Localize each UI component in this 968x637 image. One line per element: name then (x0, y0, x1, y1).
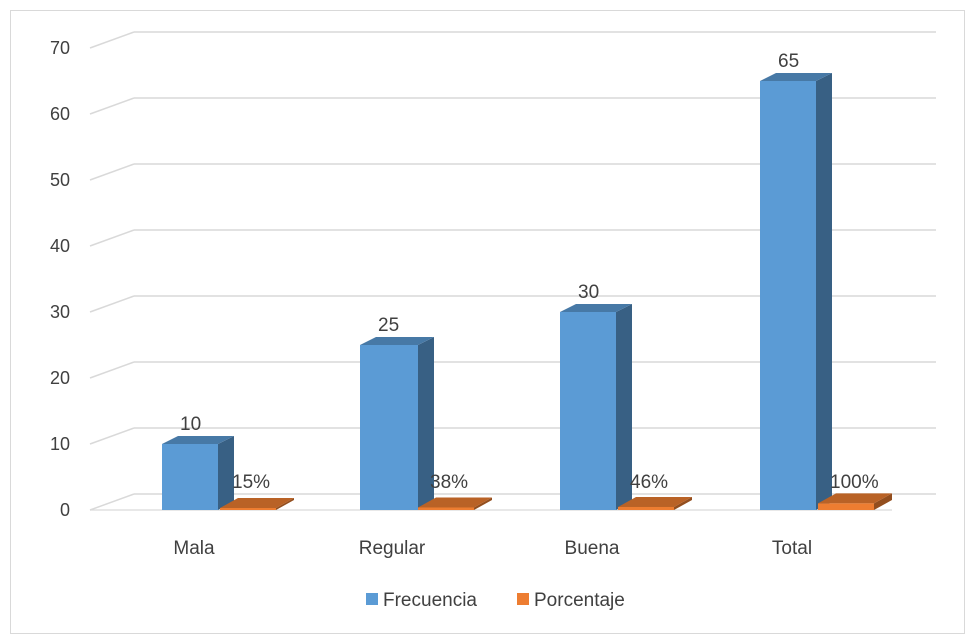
data-label: 25 (378, 315, 399, 336)
bar-side-porcentaje-buena (674, 496, 692, 510)
bar-frecuencia-buena (560, 312, 616, 510)
bar-top-frecuencia-buena (560, 304, 632, 312)
bar-side-porcentaje-total (874, 493, 892, 510)
legend-swatch-porcentaje (517, 593, 529, 605)
bar-top-frecuencia-total (760, 73, 832, 81)
data-label: 38% (430, 472, 468, 493)
x-tick-label: Mala (173, 538, 215, 559)
bar-side-frecuencia-total (816, 73, 832, 510)
bar-side-porcentaje-regular (474, 497, 492, 510)
x-tick-label: Total (772, 538, 812, 559)
data-label: 10 (180, 414, 201, 435)
wall-edge (89, 361, 135, 379)
wall-edge (89, 229, 135, 247)
data-label: 30 (578, 282, 599, 303)
y-tick-label: 10 (50, 434, 70, 454)
y-tick-label: 60 (50, 104, 70, 124)
y-tick-label: 0 (60, 500, 70, 520)
x-tick-label: Regular (359, 538, 426, 559)
x-tick-label: Buena (565, 538, 620, 559)
bar-frecuencia-mala (162, 444, 218, 510)
bar-frecuencia-regular (360, 345, 418, 510)
bar-porcentaje-buena (618, 506, 674, 510)
bar-top-porcentaje-regular (418, 497, 492, 508)
data-label: 65 (778, 51, 799, 72)
legend-label-frecuencia: Frecuencia (383, 590, 477, 611)
bar-side-frecuencia-buena (616, 304, 632, 510)
bar-top-frecuencia-mala (162, 436, 234, 444)
bar-side-porcentaje-mala (276, 498, 294, 510)
wall-edge (89, 163, 135, 181)
wall-edge (89, 31, 135, 49)
bar-porcentaje-regular (418, 507, 474, 510)
y-tick-label: 20 (50, 368, 70, 388)
bar-top-frecuencia-regular (360, 337, 434, 345)
y-tick-label: 70 (50, 38, 70, 58)
legend-label-porcentaje: Porcentaje (534, 590, 625, 611)
y-tick-label: 30 (50, 302, 70, 322)
bar-frecuencia-total (760, 81, 816, 510)
bar-side-frecuencia-regular (418, 337, 434, 510)
bar-top-porcentaje-total (818, 493, 892, 504)
data-label: 15% (232, 472, 270, 493)
wall-edge (89, 97, 135, 115)
bar-side-frecuencia-mala (218, 436, 234, 510)
bar-top-porcentaje-buena (618, 496, 692, 507)
bar-porcentaje-total (818, 503, 874, 510)
wall-edge (89, 493, 135, 511)
y-tick-label: 50 (50, 170, 70, 190)
legend-swatch-frecuencia (366, 593, 378, 605)
bar-porcentaje-mala (220, 508, 276, 510)
y-tick-label: 40 (50, 236, 70, 256)
data-label: 100% (830, 472, 879, 493)
wall-edge (89, 295, 135, 313)
bar-top-porcentaje-mala (220, 498, 294, 508)
wall-edge (89, 427, 135, 445)
data-label: 46% (630, 472, 668, 493)
